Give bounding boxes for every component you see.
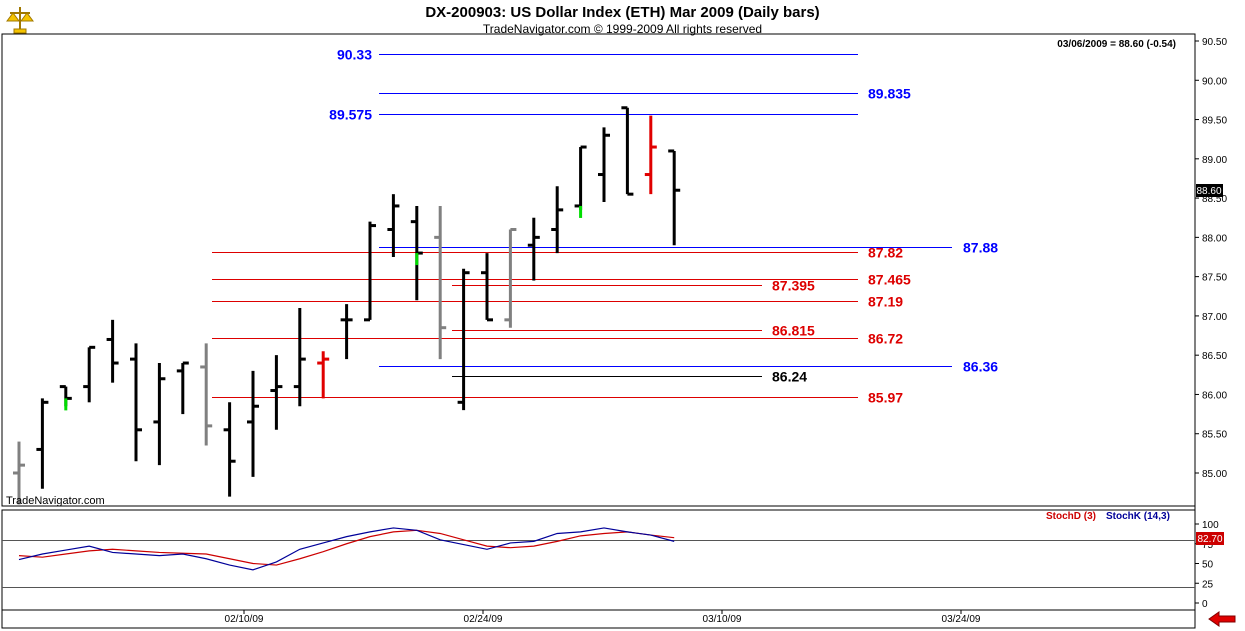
stoch-flag: 82.70 <box>1196 532 1224 545</box>
stoch-tick-label: 25 <box>1202 579 1214 590</box>
last-price-readout: 03/06/2009 = 88.60 (-0.54) <box>1057 39 1176 50</box>
price-tick-label: 85.00 <box>1202 469 1227 480</box>
level-label: 87.395 <box>772 278 815 294</box>
back-arrow-icon[interactable] <box>1207 611 1237 627</box>
level-label: 87.82 <box>868 245 903 261</box>
date-tick-label: 03/24/09 <box>942 614 981 625</box>
price-levels: 90.33 89.835 89.575 87.88 87.82 87.465 87.395 8… <box>212 47 998 406</box>
stoch-tick-label: 50 <box>1202 560 1214 571</box>
date-axis-frame <box>1 609 1196 629</box>
stoch-series-line <box>18 529 675 566</box>
level-label: 90.33 <box>337 47 372 63</box>
price-flag-label: 88.60 <box>1196 186 1221 197</box>
stoch-legend-d: StochD (3) <box>1046 511 1096 522</box>
level-label: 86.72 <box>868 331 903 347</box>
stoch-tick-label: 0 <box>1202 599 1208 610</box>
stoch-panel-frame <box>1 509 1196 611</box>
date-tick-label: 02/10/09 <box>225 614 264 625</box>
level-label: 87.19 <box>868 294 903 310</box>
price-tick-label: 87.50 <box>1202 273 1227 284</box>
price-tick-label: 89.50 <box>1202 116 1227 127</box>
level-label: 86.24 <box>772 369 807 385</box>
watermark: TradeNavigator.com <box>6 495 105 507</box>
price-axis-ticks: 90.50 90.00 89.50 89.00 88.50 88.00 87.50 87.00… <box>1195 37 1227 480</box>
price-panel-frame <box>1 33 1196 507</box>
scales-logo-icon[interactable] <box>4 3 36 35</box>
stochastic-panel: 100 75 50 25 0 StochD (3) StochK (14,3) <box>2 511 1219 610</box>
date-axis-ticks: 02/10/09 02/24/09 03/10/09 03/24/09 <box>225 610 981 625</box>
price-tick-label: 89.00 <box>1202 155 1227 166</box>
stoch-legend-k: StochK (14,3) <box>1106 511 1170 522</box>
price-bars <box>13 106 681 505</box>
stoch-tick-label: 100 <box>1202 520 1219 531</box>
level-label: 89.575 <box>329 107 372 123</box>
stoch-tick-label: 75 <box>1202 540 1214 551</box>
price-tick-label: 85.50 <box>1202 430 1227 441</box>
price-flag: 88.60 <box>1196 184 1223 197</box>
price-tick-label: 88.50 <box>1202 194 1227 205</box>
level-label: 86.36 <box>963 359 998 375</box>
price-tick-label: 88.00 <box>1202 233 1227 244</box>
level-label: 85.97 <box>868 390 903 406</box>
price-tick-label: 87.00 <box>1202 312 1227 323</box>
price-tick-label: 86.50 <box>1202 351 1227 362</box>
level-label: 87.465 <box>868 272 911 288</box>
price-tick-label: 90.00 <box>1202 76 1227 87</box>
stoch-series-line <box>18 527 675 571</box>
price-tick-label: 86.00 <box>1202 390 1227 401</box>
chart-title: DX-200903: US Dollar Index (ETH) Mar 200… <box>425 4 820 21</box>
stoch-flag-label: 82.70 <box>1197 534 1222 545</box>
price-tick-label: 90.50 <box>1202 37 1227 48</box>
level-label: 87.88 <box>963 240 998 256</box>
date-tick-label: 02/24/09 <box>464 614 503 625</box>
chart-subtitle: TradeNavigator.com © 1999-2009 All right… <box>482 22 763 36</box>
level-label: 86.815 <box>772 323 815 339</box>
date-tick-label: 03/10/09 <box>703 614 742 625</box>
level-label: 89.835 <box>868 86 911 102</box>
